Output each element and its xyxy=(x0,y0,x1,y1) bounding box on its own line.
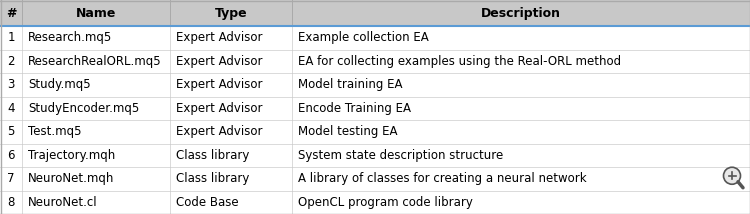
Text: Expert Advisor: Expert Advisor xyxy=(176,102,262,115)
Text: #: # xyxy=(6,6,16,19)
Text: 6: 6 xyxy=(8,149,15,162)
Text: OpenCL program code library: OpenCL program code library xyxy=(298,196,472,209)
Text: Name: Name xyxy=(76,6,116,19)
Text: 3: 3 xyxy=(8,78,15,91)
Text: Model training EA: Model training EA xyxy=(298,78,403,91)
Text: Expert Advisor: Expert Advisor xyxy=(176,55,262,68)
Text: Study.mq5: Study.mq5 xyxy=(28,78,91,91)
Text: Expert Advisor: Expert Advisor xyxy=(176,125,262,138)
Text: Test.mq5: Test.mq5 xyxy=(28,125,82,138)
Text: System state description structure: System state description structure xyxy=(298,149,503,162)
Text: ResearchRealORL.mq5: ResearchRealORL.mq5 xyxy=(28,55,162,68)
Text: 5: 5 xyxy=(8,125,15,138)
Text: EA for collecting examples using the Real-ORL method: EA for collecting examples using the Rea… xyxy=(298,55,621,68)
Bar xyxy=(0,0,750,26)
Text: Research.mq5: Research.mq5 xyxy=(28,31,112,44)
Text: NeuroNet.mqh: NeuroNet.mqh xyxy=(28,172,114,185)
Text: 2: 2 xyxy=(8,55,15,68)
Text: Type: Type xyxy=(214,6,248,19)
Text: 8: 8 xyxy=(8,196,15,209)
Text: NeuroNet.cl: NeuroNet.cl xyxy=(28,196,98,209)
Text: Trajectory.mqh: Trajectory.mqh xyxy=(28,149,116,162)
Text: A library of classes for creating a neural network: A library of classes for creating a neur… xyxy=(298,172,586,185)
Text: Class library: Class library xyxy=(176,172,249,185)
Text: Encode Training EA: Encode Training EA xyxy=(298,102,411,115)
Text: Expert Advisor: Expert Advisor xyxy=(176,78,262,91)
Text: Model testing EA: Model testing EA xyxy=(298,125,398,138)
Text: Class library: Class library xyxy=(176,149,249,162)
Text: Expert Advisor: Expert Advisor xyxy=(176,31,262,44)
Circle shape xyxy=(724,167,740,184)
Text: 4: 4 xyxy=(8,102,15,115)
Text: 7: 7 xyxy=(8,172,15,185)
Text: Code Base: Code Base xyxy=(176,196,238,209)
Text: 1: 1 xyxy=(8,31,15,44)
Text: Description: Description xyxy=(481,6,561,19)
Text: Example collection EA: Example collection EA xyxy=(298,31,429,44)
Text: StudyEncoder.mq5: StudyEncoder.mq5 xyxy=(28,102,140,115)
